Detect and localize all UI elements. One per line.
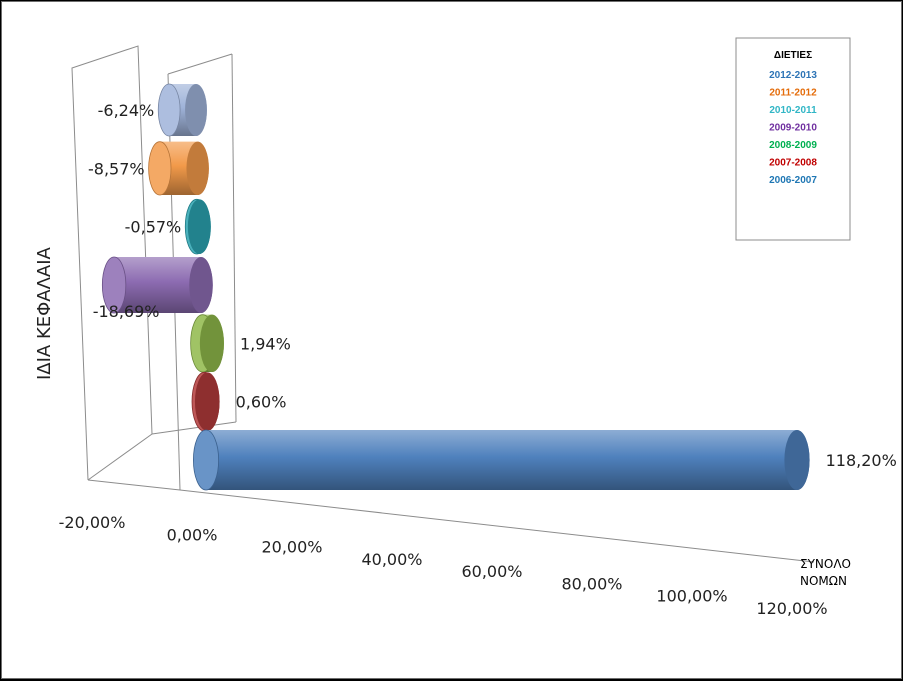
legend-item-2008-2009: 2008-2009	[769, 140, 817, 151]
data-label-2008-2009: 1,94%	[240, 334, 291, 353]
category-label-line2: ΝΟΜΩΝ	[800, 574, 847, 588]
bar-body	[102, 257, 213, 313]
bar-end	[189, 257, 213, 313]
floor-front-edge	[179, 489, 815, 563]
x-tick-label: 20,00%	[261, 538, 322, 557]
data-label-2012-2013: -6,24%	[98, 101, 155, 120]
y-axis-title: ΙΔΙΑ ΚΕΦΑΛΑΙΑ	[34, 246, 55, 380]
category-label-line1: ΣΥΝΟΛΟ	[800, 557, 851, 571]
x-tick-label: -20,00%	[59, 513, 126, 532]
data-label-2010-2011: -0,57%	[125, 218, 182, 237]
bar-2007-2008	[191, 371, 220, 432]
legend-title: ΔΙΕΤΙΕΣ	[774, 50, 812, 61]
bar-cap	[148, 141, 172, 196]
zero-plane-back-vertical	[231, 53, 237, 423]
zero-plane-back	[167, 53, 233, 75]
bar-2011-2012	[148, 141, 209, 196]
legend: ΔΙΕΤΙΕΣ 2012-2013 2011-2012 2010-2011 2009-…	[735, 37, 851, 241]
bars-layer	[101, 83, 810, 491]
bar-end	[194, 372, 220, 431]
bar-end	[185, 84, 207, 136]
bar-cap	[101, 256, 127, 314]
legend-item-2007-2008: 2007-2008	[769, 158, 817, 169]
left-wall-outline	[71, 45, 153, 481]
x-tick-label: 40,00%	[361, 550, 422, 569]
x-tick-label: 120,00%	[756, 599, 827, 618]
x-tick-label: 80,00%	[561, 574, 622, 593]
bar-2012-2013	[157, 83, 207, 137]
data-label-2009-2010: -18,69%	[93, 302, 160, 321]
bar-2006-2007	[192, 429, 810, 491]
bar-2010-2011	[184, 198, 211, 255]
legend-items: 2012-2013 2011-2012 2010-2011 2009-2010 2008…	[769, 70, 817, 186]
bar-end	[187, 199, 211, 255]
bar-2009-2010	[101, 256, 213, 314]
legend-item-2009-2010: 2009-2010	[769, 123, 817, 134]
floor-edge	[87, 479, 181, 491]
bar-cap	[157, 83, 181, 137]
bar-end	[199, 314, 224, 373]
x-tick-label: 60,00%	[461, 562, 522, 581]
floor-back-edge	[151, 421, 237, 435]
data-label-2007-2008: 0,60%	[236, 393, 287, 412]
x-tick-label: 0,00%	[167, 525, 218, 544]
data-labels-layer: -6,24% -8,57% -0,57% -18,69% 1,94% 0,60% 118,2…	[88, 101, 897, 470]
bar-2008-2009	[190, 314, 224, 373]
x-tick-label: 100,00%	[656, 587, 727, 606]
data-label-2011-2012: -8,57%	[88, 159, 145, 178]
legend-box	[735, 37, 851, 241]
bar-cap	[192, 429, 219, 491]
bar-end	[784, 430, 810, 490]
data-label-2006-2007: 118,20%	[826, 451, 897, 470]
legend-item-2012-2013: 2012-2013	[769, 70, 817, 81]
legend-item-2010-2011: 2010-2011	[769, 105, 817, 116]
chart-walls	[71, 45, 815, 563]
bar-body	[193, 430, 810, 490]
legend-item-2011-2012: 2011-2012	[769, 88, 817, 99]
x-ticks-layer: -20,00% 0,00% 20,00% 40,00% 60,00% 80,00% 100,…	[59, 513, 828, 618]
legend-item-2006-2007: 2006-2007	[769, 175, 817, 186]
bar-end	[186, 141, 209, 195]
